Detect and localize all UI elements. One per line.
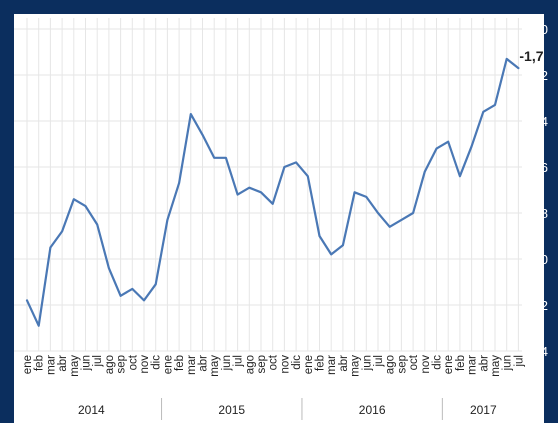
year-label: 2014 [78,403,105,417]
x-tick-label: mar [45,355,57,375]
series-line [25,57,520,327]
year-label: 2016 [359,403,386,417]
year-label: 2017 [470,403,497,417]
x-tick-label: abr [198,355,210,372]
y-tick-label: -10 [529,252,548,267]
x-tick-label: mar [186,355,198,375]
x-tick-label: sep [256,355,268,374]
last-value-label: -1,7 [519,48,543,64]
x-tick-label: may [69,355,81,377]
x-tick-label: may [209,355,221,377]
x-tick-label: ene [303,355,315,374]
x-tick-label: dic [291,355,303,370]
x-tick-label: nov [139,355,151,374]
x-tick-label: ene [162,355,174,374]
x-tick-label: jul [92,355,104,368]
x-tick-label: dic [151,355,163,370]
x-tick-label: nov [420,355,432,374]
x-tick-label: feb [174,355,186,371]
x-tick-label: jul [373,355,385,368]
x-tick-label: abr [57,355,69,372]
y-tick-label: -2 [536,68,548,83]
x-tick-label: jul [513,355,525,368]
y-tick-label: -4 [536,114,548,129]
x-tick-label: abr [478,355,490,372]
x-tick-label: ene [22,355,34,374]
x-tick-label: may [490,355,502,377]
x-tick-label: jun [221,355,233,371]
x-tick-label: ago [104,355,116,374]
x-tick-label: jul [233,355,245,368]
x-tick-label: oct [127,354,139,370]
x-tick-label: sep [396,355,408,374]
x-tick-label: abr [338,355,350,372]
x-tick-label: mar [467,355,479,375]
y-tick-label: -6 [536,160,548,175]
x-tick-label: feb [315,355,327,371]
x-tick-label: oct [408,354,420,370]
x-tick-label: oct [268,354,280,370]
x-tick-label: sep [116,355,128,374]
x-tick-label: mar [326,355,338,375]
x-tick-label: ene [443,355,455,374]
x-tick-label: ago [244,355,256,374]
x-tick-label: jun [81,355,93,371]
chart-frame [14,14,544,423]
y-tick-label: -12 [529,298,548,313]
x-tick-label: ago [385,355,397,374]
y-tick-label: -14 [529,344,548,359]
y-tick-label: -8 [536,206,548,221]
x-tick-label: jun [502,355,514,371]
x-tick-label: feb [34,355,46,371]
y-tick-label: 0 [541,22,548,37]
x-tick-label: jun [361,355,373,371]
x-tick-label: may [350,355,362,377]
year-label: 2015 [218,403,245,417]
x-tick-label: nov [279,355,291,374]
x-tick-label: feb [455,355,467,371]
x-tick-label: dic [432,355,444,370]
